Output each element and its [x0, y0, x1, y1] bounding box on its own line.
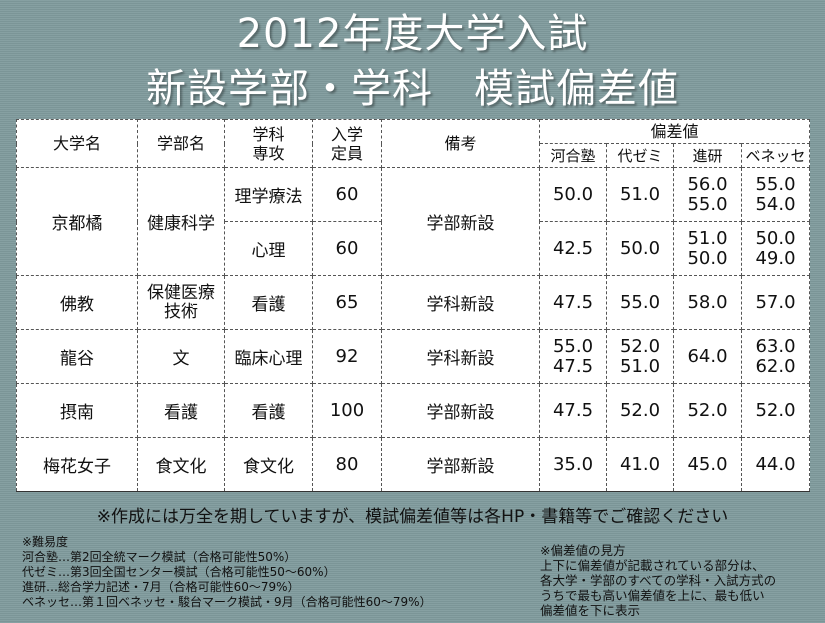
cell-department: 看護 [224, 275, 313, 330]
cell-benesse: 55.0 54.0 [740, 167, 811, 222]
header-kawai: 河合塾 [539, 143, 607, 168]
cell-line: 技術 [164, 301, 198, 322]
confirmation-notice: ※作成には万全を期していますが、模試偏差値等は各HP・書籍等でご確認ください [96, 507, 729, 527]
header-deviation: 偏差値 [538, 119, 811, 144]
header-yozemi: 代ゼミ [606, 143, 674, 168]
cell-department: 心理 [224, 221, 313, 276]
cell-line: 55.0 [755, 173, 796, 195]
header-capacity-line1: 入学 [330, 124, 363, 144]
cell-benesse: 63.0 62.0 [740, 329, 811, 384]
title-line-2: 新設学部・学科 模試偏差値 [146, 66, 679, 112]
cell-faculty: 保健医療 技術 [137, 275, 225, 330]
cell-capacity: 100 [312, 383, 382, 438]
cell-yozemi: 51.0 [606, 167, 674, 222]
header-faculty: 学部名 [137, 119, 225, 168]
cell-kawai: 42.5 [539, 221, 607, 276]
cell-university: 佛教 [16, 275, 138, 330]
cell-yozemi: 41.0 [606, 437, 674, 492]
title-line-1: 2012年度大学入試 [236, 11, 589, 57]
cell-faculty: 文 [137, 329, 225, 384]
cell-line: 50.0 [687, 247, 728, 269]
cell-university: 京都橘 [16, 167, 138, 276]
cell-kawai: 50.0 [539, 167, 607, 222]
cell-line: 56.0 [687, 173, 728, 195]
cell-department: 臨床心理 [224, 329, 313, 384]
cell-faculty: 食文化 [137, 437, 225, 492]
cell-benesse: 52.0 [740, 383, 811, 438]
cell-capacity: 60 [312, 221, 382, 276]
cell-shinken: 52.0 [673, 383, 742, 438]
reading-notes: ※偏差値の見方 上下に偏差値が記載されている部分は、 各大学・学部のすべての学科… [540, 543, 776, 618]
cell-line: 保健医療 [147, 282, 215, 303]
cell-shinken: 56.0 55.0 [673, 167, 742, 222]
difficulty-note-shinken: 進研…総合学力記述・7月（合格可能性60～79%） [22, 580, 300, 594]
header-department-line2: 専攻 [252, 143, 285, 163]
cell-line: 49.0 [755, 247, 796, 269]
difficulty-notes-heading: ※難易度 [22, 535, 69, 549]
reading-notes-heading: ※偏差値の見方 [540, 543, 626, 558]
header-capacity: 入学 定員 [312, 119, 382, 168]
cell-department: 理学療法 [224, 167, 313, 222]
cell-remarks: 学科新設 [381, 329, 540, 384]
difficulty-note-yozemi: 代ゼミ…第3回全国センター模試（合格可能性50～60%） [22, 565, 336, 579]
cell-remarks: 学部新設 [381, 167, 540, 276]
cell-benesse: 57.0 [740, 275, 811, 330]
cell-shinken: 64.0 [673, 329, 742, 384]
cell-yozemi: 50.0 [606, 221, 674, 276]
cell-shinken: 51.0 50.0 [673, 221, 742, 276]
cell-university: 龍谷 [16, 329, 138, 384]
cell-capacity: 80 [312, 437, 382, 492]
header-capacity-line2: 定員 [330, 143, 363, 163]
header-department: 学科 専攻 [224, 119, 313, 168]
reading-note-line: 偏差値を下に表示 [540, 603, 641, 618]
deviation-table: 大学名 学部名 学科 専攻 入学 定員 備考 偏差値 河合塾 代ゼミ 進研 ベネ… [16, 119, 811, 492]
cell-line: 51.0 [619, 355, 661, 377]
cell-shinken: 58.0 [673, 275, 742, 330]
cell-line: 55.0 [552, 335, 594, 357]
cell-benesse: 50.0 49.0 [740, 221, 811, 276]
header-benesse: ベネッセ [740, 143, 811, 168]
cell-university: 梅花女子 [16, 437, 138, 492]
cell-faculty: 健康科学 [137, 167, 225, 276]
cell-capacity: 60 [312, 167, 382, 222]
cell-line: 51.0 [687, 227, 728, 249]
cell-department: 食文化 [224, 437, 313, 492]
cell-benesse: 44.0 [740, 437, 811, 492]
header-remarks: 備考 [381, 119, 540, 168]
cell-line: 52.0 [619, 335, 661, 357]
cell-capacity: 92 [312, 329, 382, 384]
cell-university: 摂南 [16, 383, 138, 438]
cell-shinken: 45.0 [673, 437, 742, 492]
cell-remarks: 学科新設 [381, 275, 540, 330]
cell-line: 47.5 [552, 355, 594, 377]
difficulty-note-benesse: ベネッセ…第１回ベネッセ・駿台マーク模試・9月（合格可能性60～79%） [22, 595, 432, 609]
cell-faculty: 看護 [137, 383, 225, 438]
header-university: 大学名 [16, 119, 138, 168]
reading-note-line: 上下に偏差値が記載されている部分は、 [540, 558, 765, 573]
header-department-line1: 学科 [252, 124, 285, 144]
header-shinken: 進研 [673, 143, 742, 168]
cell-capacity: 65 [312, 275, 382, 330]
cell-kawai: 47.5 [539, 275, 607, 330]
cell-yozemi: 52.0 [606, 383, 674, 438]
cell-yozemi: 55.0 [606, 275, 674, 330]
difficulty-note-kawai: 河合塾…第2回全統マーク模試（合格可能性50%） [22, 550, 297, 564]
cell-department: 看護 [224, 383, 313, 438]
cell-kawai: 35.0 [539, 437, 607, 492]
cell-remarks: 学部新設 [381, 383, 540, 438]
reading-note-line: うちで最も高い偏差値を上に、最も低い [540, 588, 765, 603]
cell-line: 62.0 [755, 355, 796, 377]
cell-line: 63.0 [755, 335, 796, 357]
cell-kawai: 47.5 [539, 383, 607, 438]
difficulty-notes: ※難易度 河合塾…第2回全統マーク模試（合格可能性50%） 代ゼミ…第3回全国セ… [22, 535, 432, 610]
cell-remarks: 学部新設 [381, 437, 540, 492]
cell-line: 50.0 [755, 227, 796, 249]
cell-yozemi: 52.0 51.0 [606, 329, 674, 384]
reading-note-line: 各大学・学部のすべての学科・入試方式の [540, 573, 777, 588]
cell-kawai: 55.0 47.5 [539, 329, 607, 384]
cell-line: 55.0 [687, 193, 728, 215]
cell-line: 54.0 [755, 193, 796, 215]
